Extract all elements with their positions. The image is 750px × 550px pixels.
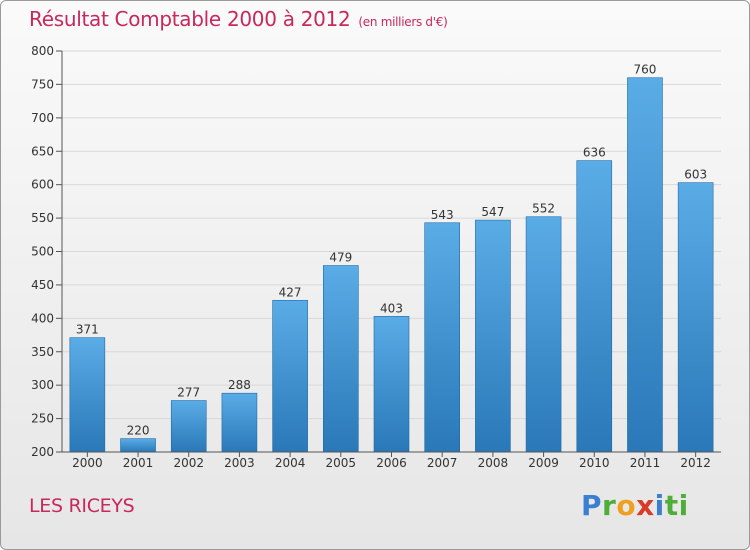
data-label-2005: 479 [329,251,352,265]
y-tick-label: 750 [31,77,54,91]
bar-2004[interactable] [272,299,308,453]
chart-subtitle: (en milliers d'€) [358,15,448,29]
data-label-2010: 636 [583,146,606,160]
data-label-2002: 277 [177,386,200,400]
y-tick-label: 700 [31,111,54,125]
bar-2000[interactable] [69,337,106,453]
bar-2006[interactable] [373,316,410,453]
data-label-2004: 427 [279,285,302,299]
town-name: LES RICEYS [29,495,135,517]
x-tick-label-2004: 2004 [275,456,306,470]
data-label-2012: 603 [684,168,707,182]
y-tick-label: 650 [31,144,54,158]
x-tick-label-2010: 2010 [579,456,610,470]
data-label-2003: 288 [228,378,251,392]
bar-2009[interactable] [525,216,562,453]
y-tick-label: 600 [31,178,54,192]
bar-2011[interactable] [627,77,663,453]
bar-chart: 200 250 300 350 400 450 500 550 600 650 700 750 800 3… [31,44,721,470]
proxiti-logo[interactable]: Proxiti [581,489,689,522]
bar-2007[interactable] [424,222,460,453]
bar-2012[interactable] [677,182,714,453]
y-tick-label: 800 [31,44,54,58]
data-label-2008: 547 [481,205,504,219]
bar-2003[interactable] [221,392,258,453]
bar-2002[interactable] [170,400,207,453]
x-tick-label-2005: 2005 [326,456,357,470]
data-label-2006: 403 [380,301,403,315]
y-tick-label: 200 [31,445,54,459]
bar-2008[interactable] [475,219,511,453]
x-tick-label-2006: 2006 [376,456,407,470]
x-tick-label-2000: 2000 [72,456,103,470]
x-tick-label-2001: 2001 [123,456,154,470]
bar-2010[interactable] [576,160,613,453]
x-tick-label-2002: 2002 [173,456,204,470]
x-tick-label-2011: 2011 [630,456,661,470]
bar-2005[interactable] [323,265,359,453]
y-tick-label: 550 [31,211,54,225]
y-tick-label: 250 [31,412,54,426]
x-tick-label-2012: 2012 [680,456,711,470]
bar-2001[interactable] [120,438,156,453]
y-tick-label: 500 [31,245,54,259]
data-label-2001: 220 [127,424,150,438]
x-tick-label-2003: 2003 [224,456,255,470]
y-tick-label: 300 [31,378,54,392]
y-tick-label: 350 [31,345,54,359]
data-label-2000: 371 [76,323,99,337]
y-tick-label: 400 [31,311,54,325]
chart-title: Résultat Comptable 2000 à 2012 (en millie… [29,7,448,31]
x-tick-label-2009: 2009 [528,456,559,470]
x-tick-label-2008: 2008 [478,456,509,470]
x-tick-label-2007: 2007 [427,456,458,470]
data-label-2011: 760 [634,63,657,77]
data-label-2007: 543 [431,208,454,222]
data-label-2009: 552 [532,202,555,216]
y-tick-label: 450 [31,278,54,292]
chart-title-text: Résultat Comptable 2000 à 2012 [29,7,351,31]
